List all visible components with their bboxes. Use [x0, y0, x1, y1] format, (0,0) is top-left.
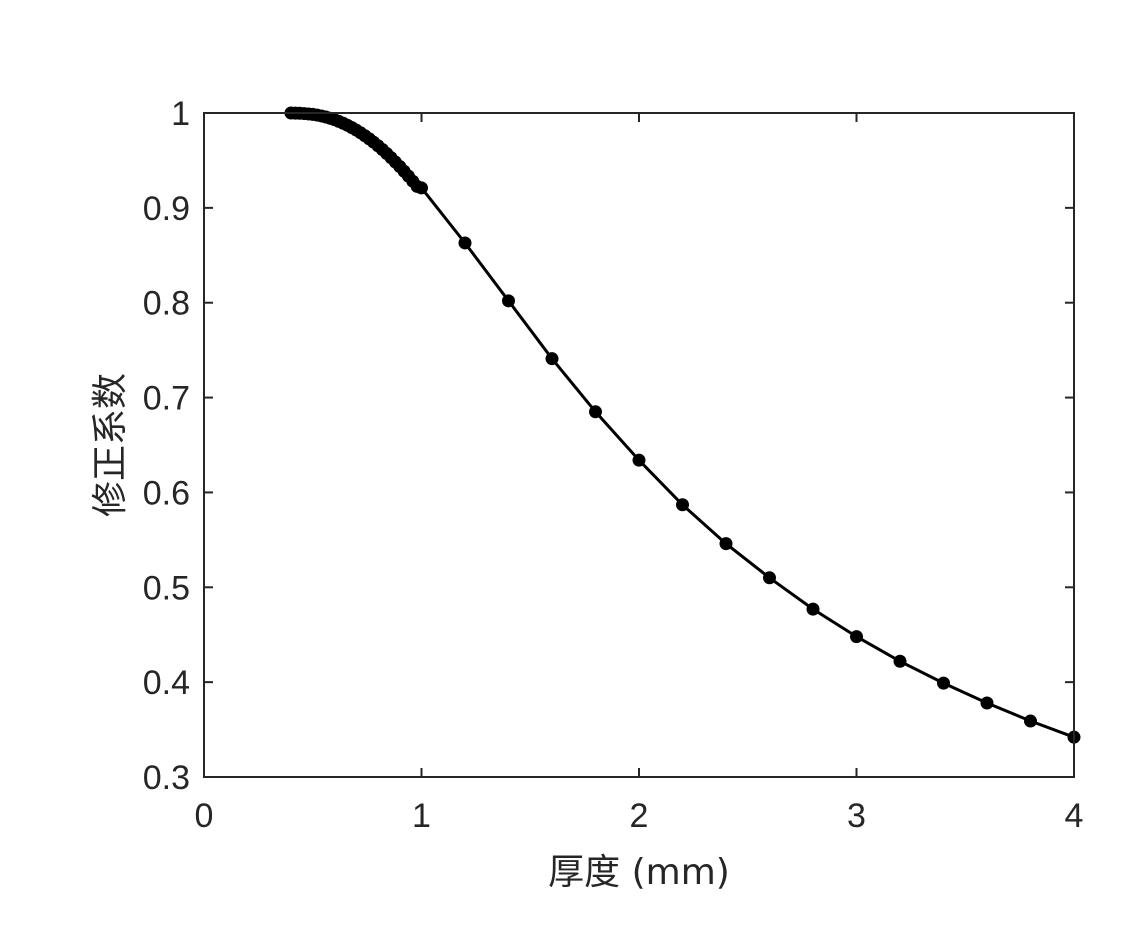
- data-point: [806, 602, 820, 616]
- data-point: [850, 630, 863, 644]
- y-tick-label: 0.9: [143, 190, 190, 228]
- data-point: [937, 676, 950, 690]
- data-point: [1024, 714, 1037, 728]
- y-tick-label: 1: [171, 95, 190, 133]
- tick-labels: 0 1 2 3 4 0.3 0.4 0.5 0.6 0.7 0.8 0.9 1: [143, 95, 1084, 835]
- y-tick-label: 0.3: [143, 759, 190, 797]
- y-tick-label: 0.8: [143, 285, 190, 323]
- x-tick-label: 1: [412, 797, 431, 835]
- data-point: [719, 537, 733, 551]
- y-tick-label: 0.7: [143, 380, 190, 418]
- data-point: [980, 696, 994, 710]
- x-tick-label: 2: [630, 797, 649, 835]
- y-tick-label: 0.5: [143, 569, 190, 607]
- data-point: [632, 453, 646, 467]
- x-tick-label: 4: [1065, 797, 1084, 835]
- data-point: [502, 294, 515, 308]
- series-line: [290, 111, 1075, 739]
- x-tick-label: 3: [847, 797, 866, 835]
- data-points: [284, 106, 1081, 744]
- x-axis-label: 厚度 (mm): [548, 852, 730, 893]
- data-point: [676, 498, 689, 512]
- y-tick-label: 0.6: [143, 474, 190, 512]
- data-point: [545, 352, 559, 366]
- data-point: [589, 405, 602, 419]
- data-point: [763, 571, 776, 585]
- data-point: [415, 181, 428, 195]
- y-axis-label: 修正系数: [90, 373, 131, 517]
- y-tick-label: 0.4: [143, 664, 190, 702]
- data-point: [893, 654, 907, 668]
- plot-frame: [203, 112, 1075, 778]
- x-tick-label: 0: [195, 797, 214, 835]
- data-point: [458, 236, 472, 250]
